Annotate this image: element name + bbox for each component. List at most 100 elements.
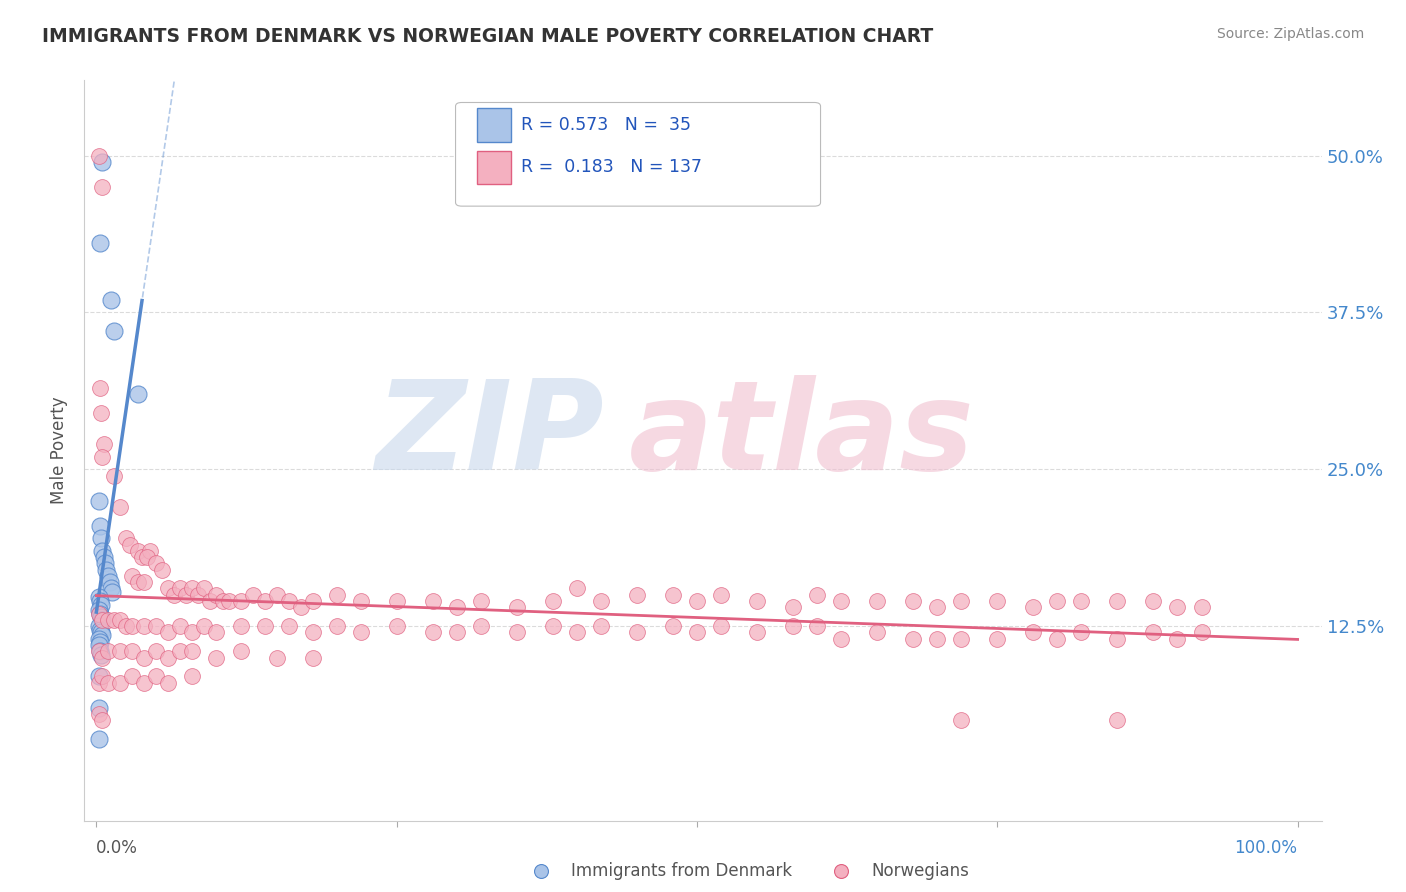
Point bbox=[157, 675, 180, 690]
Point bbox=[782, 619, 804, 633]
Point bbox=[103, 613, 125, 627]
Text: ZIP: ZIP bbox=[375, 376, 605, 496]
Point bbox=[470, 619, 492, 633]
Point bbox=[110, 644, 132, 658]
Point bbox=[422, 594, 444, 608]
Point bbox=[745, 594, 768, 608]
Point bbox=[121, 619, 143, 633]
Point bbox=[91, 613, 114, 627]
Point bbox=[253, 619, 276, 633]
Point bbox=[134, 675, 156, 690]
Point bbox=[94, 563, 117, 577]
Point bbox=[325, 619, 347, 633]
Point bbox=[97, 569, 120, 583]
Point bbox=[134, 575, 156, 590]
Point bbox=[163, 588, 186, 602]
Point bbox=[242, 588, 264, 602]
Point bbox=[87, 700, 110, 714]
Point bbox=[89, 644, 111, 658]
Point bbox=[176, 588, 198, 602]
Point bbox=[193, 582, 215, 596]
Point bbox=[277, 619, 299, 633]
Point bbox=[134, 619, 156, 633]
Point bbox=[87, 675, 110, 690]
Point bbox=[589, 594, 612, 608]
Point bbox=[686, 594, 709, 608]
Point bbox=[903, 632, 925, 646]
Point bbox=[87, 669, 110, 683]
FancyBboxPatch shape bbox=[456, 103, 821, 206]
Point bbox=[1166, 632, 1188, 646]
Text: 0.0%: 0.0% bbox=[97, 839, 138, 857]
Point bbox=[903, 594, 925, 608]
Point bbox=[103, 324, 125, 338]
Point bbox=[91, 713, 114, 727]
Point bbox=[87, 493, 110, 508]
Point bbox=[110, 675, 132, 690]
Point bbox=[866, 594, 889, 608]
Point bbox=[121, 569, 143, 583]
Point bbox=[90, 648, 112, 662]
Point bbox=[87, 607, 110, 621]
Point bbox=[1022, 625, 1045, 640]
Point bbox=[530, 863, 553, 878]
Point bbox=[89, 623, 111, 637]
Point bbox=[385, 594, 408, 608]
Point bbox=[229, 619, 252, 633]
Point bbox=[169, 582, 191, 596]
Point bbox=[145, 619, 167, 633]
Point bbox=[205, 588, 228, 602]
Point bbox=[506, 625, 529, 640]
Point bbox=[127, 575, 149, 590]
Point bbox=[1107, 713, 1129, 727]
Text: IMMIGRANTS FROM DENMARK VS NORWEGIAN MALE POVERTY CORRELATION CHART: IMMIGRANTS FROM DENMARK VS NORWEGIAN MAL… bbox=[42, 27, 934, 45]
Point bbox=[145, 557, 167, 571]
Point bbox=[211, 594, 233, 608]
Point bbox=[1022, 600, 1045, 615]
Point bbox=[686, 625, 709, 640]
Point bbox=[87, 638, 110, 652]
Point bbox=[157, 650, 180, 665]
Point bbox=[87, 706, 110, 721]
Point bbox=[91, 450, 114, 464]
Point bbox=[565, 625, 588, 640]
Point bbox=[91, 613, 114, 627]
Point bbox=[90, 531, 112, 545]
Point bbox=[710, 588, 733, 602]
Point bbox=[127, 387, 149, 401]
Point bbox=[91, 669, 114, 683]
Point bbox=[565, 582, 588, 596]
Point bbox=[89, 236, 111, 251]
Point bbox=[89, 518, 111, 533]
Point bbox=[157, 582, 180, 596]
Point bbox=[1107, 632, 1129, 646]
Point bbox=[89, 607, 111, 621]
Point bbox=[1070, 625, 1092, 640]
Point bbox=[115, 531, 138, 545]
Point bbox=[301, 625, 323, 640]
Point bbox=[325, 588, 347, 602]
Point bbox=[626, 625, 648, 640]
Point bbox=[1046, 632, 1069, 646]
Point bbox=[91, 544, 114, 558]
Point bbox=[98, 575, 121, 590]
Point bbox=[90, 610, 112, 624]
Point bbox=[181, 644, 204, 658]
Point bbox=[290, 600, 312, 615]
Point bbox=[385, 619, 408, 633]
Point bbox=[89, 381, 111, 395]
Point bbox=[541, 619, 564, 633]
Point bbox=[181, 582, 204, 596]
Point bbox=[927, 632, 949, 646]
Point bbox=[266, 650, 288, 665]
Point bbox=[145, 669, 167, 683]
Point bbox=[950, 632, 973, 646]
Point bbox=[91, 650, 114, 665]
Point bbox=[93, 550, 115, 565]
Point bbox=[89, 635, 111, 649]
Point bbox=[97, 644, 120, 658]
Point bbox=[662, 588, 685, 602]
Point bbox=[103, 468, 125, 483]
Point bbox=[97, 613, 120, 627]
Bar bbox=[477, 151, 512, 184]
